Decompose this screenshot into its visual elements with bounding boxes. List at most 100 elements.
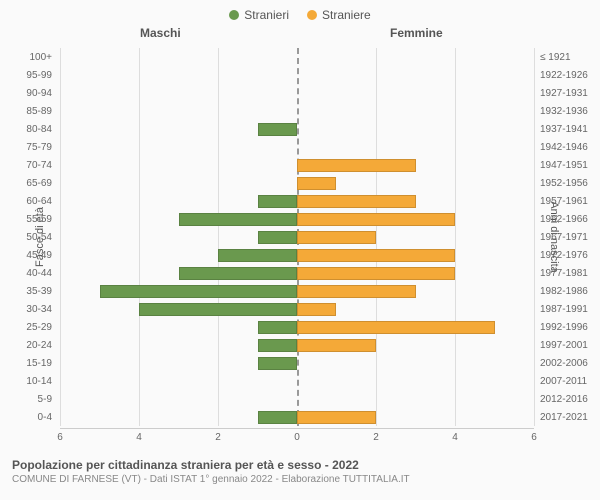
age-label: 15-19 bbox=[12, 358, 52, 369]
female-bar bbox=[297, 321, 495, 334]
birth-label: 1947-1951 bbox=[540, 160, 598, 171]
male-half bbox=[60, 66, 297, 84]
male-half bbox=[60, 318, 297, 336]
age-row: 20-241997-2001 bbox=[60, 336, 534, 354]
male-bar bbox=[258, 321, 297, 334]
age-row: 0-42017-2021 bbox=[60, 408, 534, 426]
column-headers: Maschi Femmine bbox=[0, 26, 600, 42]
birth-label: 1987-1991 bbox=[540, 304, 598, 315]
chart-title: Popolazione per cittadinanza straniera p… bbox=[12, 458, 590, 472]
birth-label: 1932-1936 bbox=[540, 106, 598, 117]
birth-label: 1957-1961 bbox=[540, 196, 598, 207]
female-half bbox=[297, 192, 534, 210]
legend: Stranieri Straniere bbox=[0, 0, 600, 26]
male-bar bbox=[258, 123, 297, 136]
age-label: 20-24 bbox=[12, 340, 52, 351]
age-label: 65-69 bbox=[12, 178, 52, 189]
age-row: 50-541967-1971 bbox=[60, 228, 534, 246]
male-bar bbox=[258, 411, 297, 424]
legend-female-label: Straniere bbox=[322, 8, 371, 22]
age-label: 75-79 bbox=[12, 142, 52, 153]
age-label: 25-29 bbox=[12, 322, 52, 333]
age-row: 5-92012-2016 bbox=[60, 390, 534, 408]
legend-male: Stranieri bbox=[229, 8, 289, 22]
male-bar bbox=[100, 285, 298, 298]
birth-label: 1927-1931 bbox=[540, 88, 598, 99]
male-half bbox=[60, 84, 297, 102]
female-half bbox=[297, 282, 534, 300]
male-half bbox=[60, 354, 297, 372]
age-label: 95-99 bbox=[12, 70, 52, 81]
pyramid-chart: Stranieri Straniere Maschi Femmine Fasce… bbox=[0, 0, 600, 500]
male-bar bbox=[179, 213, 298, 226]
legend-male-label: Stranieri bbox=[244, 8, 289, 22]
header-female: Femmine bbox=[390, 26, 443, 40]
age-row: 65-691952-1956 bbox=[60, 174, 534, 192]
female-half bbox=[297, 102, 534, 120]
female-bar bbox=[297, 303, 336, 316]
age-label: 60-64 bbox=[12, 196, 52, 207]
male-half bbox=[60, 408, 297, 426]
age-label: 30-34 bbox=[12, 304, 52, 315]
female-half bbox=[297, 120, 534, 138]
female-bar bbox=[297, 267, 455, 280]
title-block: Popolazione per cittadinanza straniera p… bbox=[0, 450, 600, 485]
male-bar bbox=[179, 267, 298, 280]
male-half bbox=[60, 138, 297, 156]
male-half bbox=[60, 156, 297, 174]
birth-label: 1992-1996 bbox=[540, 322, 598, 333]
female-half bbox=[297, 48, 534, 66]
birth-label: 2012-2016 bbox=[540, 394, 598, 405]
male-half bbox=[60, 246, 297, 264]
age-row: 45-491972-1976 bbox=[60, 246, 534, 264]
female-half bbox=[297, 318, 534, 336]
male-half bbox=[60, 300, 297, 318]
female-half bbox=[297, 408, 534, 426]
female-half bbox=[297, 228, 534, 246]
male-half bbox=[60, 174, 297, 192]
birth-label: 1967-1971 bbox=[540, 232, 598, 243]
female-half bbox=[297, 174, 534, 192]
male-half bbox=[60, 336, 297, 354]
age-row: 85-891932-1936 bbox=[60, 102, 534, 120]
x-tick: 2 bbox=[215, 432, 221, 443]
birth-label: 2002-2006 bbox=[540, 358, 598, 369]
age-row: 95-991922-1926 bbox=[60, 66, 534, 84]
plot-area: 100+≤ 192195-991922-192690-941927-193185… bbox=[60, 48, 534, 426]
male-half bbox=[60, 390, 297, 408]
age-row: 15-192002-2006 bbox=[60, 354, 534, 372]
female-half bbox=[297, 66, 534, 84]
age-label: 0-4 bbox=[12, 412, 52, 423]
female-bar bbox=[297, 249, 455, 262]
male-bar bbox=[218, 249, 297, 262]
birth-label: 1952-1956 bbox=[540, 178, 598, 189]
female-half bbox=[297, 246, 534, 264]
age-row: 10-142007-2011 bbox=[60, 372, 534, 390]
male-half bbox=[60, 264, 297, 282]
female-half bbox=[297, 264, 534, 282]
birth-label: 2017-2021 bbox=[540, 412, 598, 423]
age-label: 80-84 bbox=[12, 124, 52, 135]
age-label: 90-94 bbox=[12, 88, 52, 99]
male-bar bbox=[258, 195, 297, 208]
birth-label: 1997-2001 bbox=[540, 340, 598, 351]
age-label: 55-59 bbox=[12, 214, 52, 225]
male-half bbox=[60, 282, 297, 300]
female-bar bbox=[297, 411, 376, 424]
x-tick: 0 bbox=[294, 432, 300, 443]
birth-label: 1922-1926 bbox=[540, 70, 598, 81]
grid-line bbox=[534, 48, 535, 426]
male-bar bbox=[258, 339, 297, 352]
age-row: 55-591962-1966 bbox=[60, 210, 534, 228]
age-label: 35-39 bbox=[12, 286, 52, 297]
age-row: 100+≤ 1921 bbox=[60, 48, 534, 66]
age-row: 70-741947-1951 bbox=[60, 156, 534, 174]
female-half bbox=[297, 138, 534, 156]
female-bar bbox=[297, 213, 455, 226]
x-tick: 2 bbox=[373, 432, 379, 443]
age-row: 90-941927-1931 bbox=[60, 84, 534, 102]
female-bar bbox=[297, 285, 416, 298]
age-label: 45-49 bbox=[12, 250, 52, 261]
age-label: 100+ bbox=[12, 52, 52, 63]
birth-label: 1937-1941 bbox=[540, 124, 598, 135]
